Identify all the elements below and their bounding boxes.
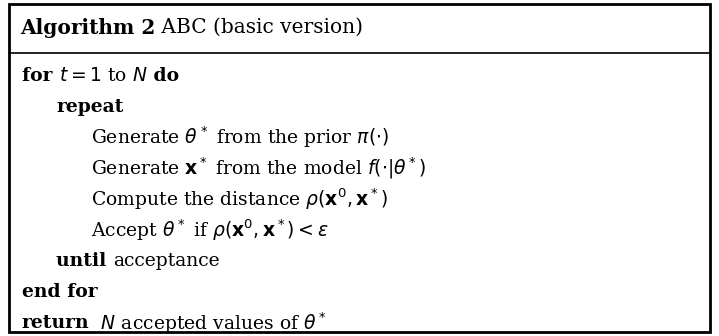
Text: $N$ accepted values of $\theta^*$: $N$ accepted values of $\theta^*$ xyxy=(89,310,327,336)
Text: $t = 1$ to $N$: $t = 1$ to $N$ xyxy=(58,67,147,85)
Text: Accept $\theta^*$ if $\rho(\mathbf{x}^0, \mathbf{x}^*) < \epsilon$: Accept $\theta^*$ if $\rho(\mathbf{x}^0,… xyxy=(91,217,328,243)
Text: Generate $\theta^*$ from the prior $\pi(\cdot)$: Generate $\theta^*$ from the prior $\pi(… xyxy=(91,125,389,150)
Text: ABC (basic version): ABC (basic version) xyxy=(155,18,363,37)
Text: for: for xyxy=(22,67,58,85)
Text: Algorithm 2: Algorithm 2 xyxy=(20,17,155,38)
Text: Compute the distance $\rho(\mathbf{x}^0, \mathbf{x}^*)$: Compute the distance $\rho(\mathbf{x}^0,… xyxy=(91,186,388,212)
Text: return: return xyxy=(22,314,89,332)
Text: end for: end for xyxy=(22,283,97,301)
Text: do: do xyxy=(147,67,179,85)
Text: acceptance: acceptance xyxy=(113,252,219,270)
Text: repeat: repeat xyxy=(56,97,124,116)
Text: until: until xyxy=(56,252,113,270)
Text: Generate $\mathbf{x}^*$ from the model $f(\cdot|\theta^*)$: Generate $\mathbf{x}^*$ from the model $… xyxy=(91,156,426,181)
